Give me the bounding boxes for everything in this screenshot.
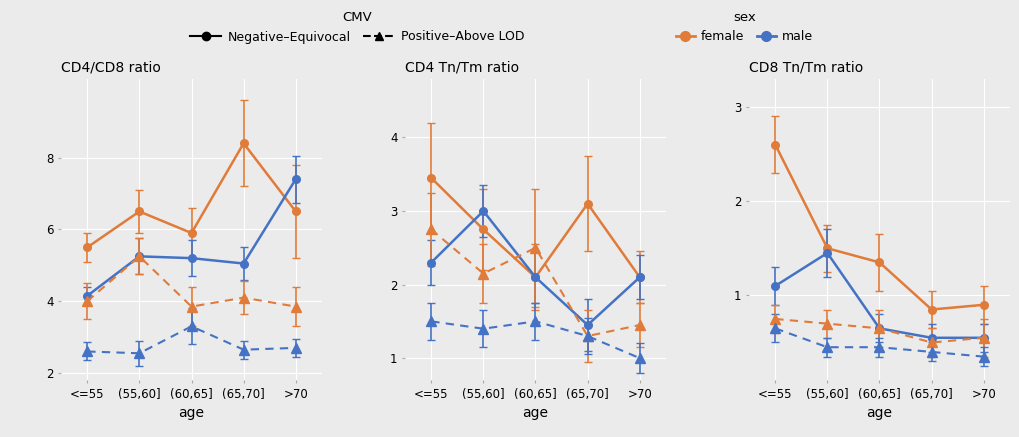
Text: CD8 Tn/Tm ratio: CD8 Tn/Tm ratio <box>749 61 863 75</box>
X-axis label: age: age <box>178 406 204 420</box>
Text: CD4 Tn/Tm ratio: CD4 Tn/Tm ratio <box>405 61 519 75</box>
Legend: Negative–Equivocal, Positive–Above LOD: Negative–Equivocal, Positive–Above LOD <box>184 6 529 49</box>
X-axis label: age: age <box>866 406 892 420</box>
X-axis label: age: age <box>522 406 548 420</box>
Text: CD4/CD8 ratio: CD4/CD8 ratio <box>61 61 161 75</box>
Legend: female, male: female, male <box>671 6 817 49</box>
